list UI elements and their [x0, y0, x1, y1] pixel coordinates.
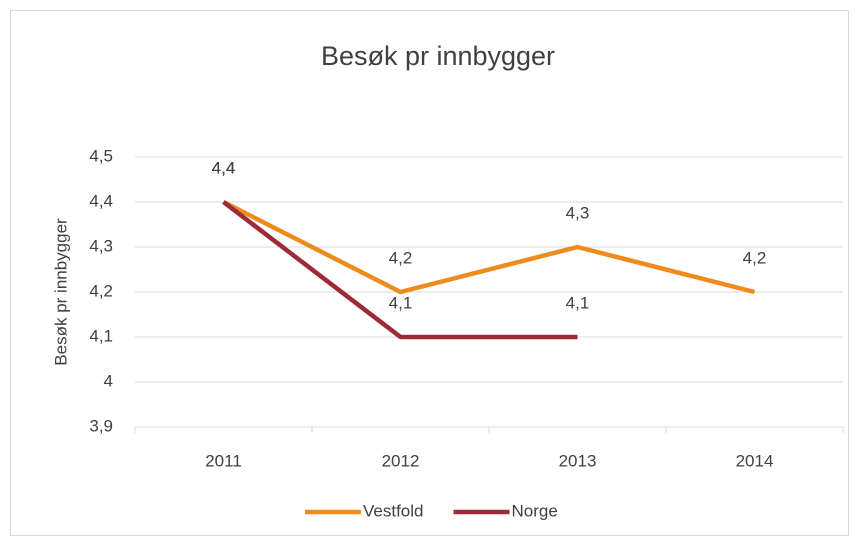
x-tick-label: 2011	[205, 451, 242, 470]
legend-label: Norge	[512, 501, 558, 520]
y-tick-label: 4	[104, 371, 113, 390]
line-series	[222, 200, 578, 340]
data-label: 4,4	[212, 158, 236, 177]
x-tick-label: 2014	[736, 451, 774, 470]
chart-title: Besøk pr innbygger	[321, 41, 555, 71]
y-axis-label: Besøk pr innbygger	[51, 218, 70, 366]
y-tick-label: 4,1	[89, 326, 113, 345]
legend-label: Vestfold	[363, 501, 424, 520]
x-tick-label: 2013	[559, 451, 597, 470]
x-tick-label: 2012	[382, 451, 420, 470]
data-label: 4,1	[566, 293, 590, 312]
data-label: 4,2	[743, 248, 767, 267]
data-label: 4,3	[566, 203, 590, 222]
data-label: 4,4	[212, 158, 236, 177]
y-tick-label: 4,3	[89, 236, 113, 255]
chart-border	[10, 10, 849, 536]
y-tick-label: 4,4	[89, 191, 113, 210]
data-label: 4,1	[389, 293, 413, 312]
y-tick-label: 3,9	[89, 416, 113, 435]
data-label: 4,2	[389, 248, 413, 267]
y-tick-label: 4,2	[89, 281, 113, 300]
y-tick-label: 4,5	[89, 146, 113, 165]
line-series	[222, 199, 756, 295]
